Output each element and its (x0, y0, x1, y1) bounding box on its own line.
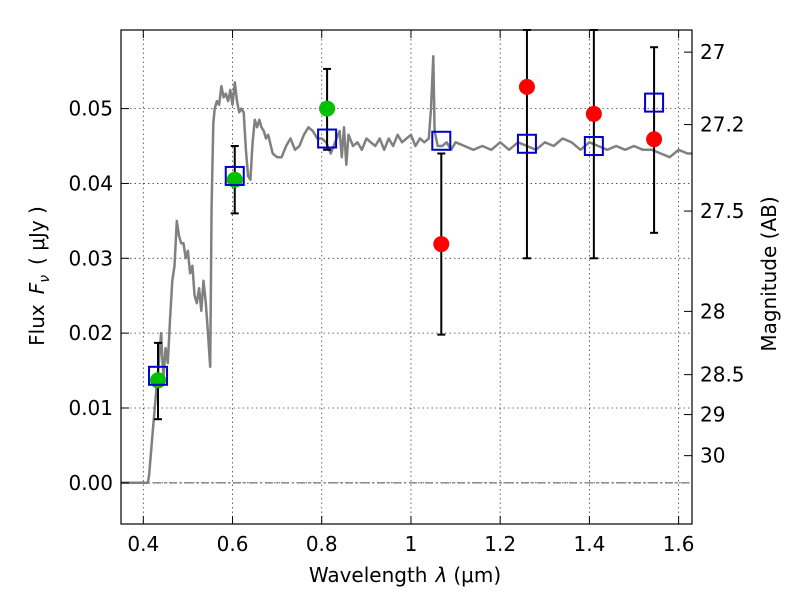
model-photometry-square (583, 136, 604, 157)
model-photometry-square (431, 130, 452, 151)
right-tick-label: 29 (700, 403, 725, 427)
x-tick-label: 1 (405, 532, 418, 556)
y-tick-label: 0.00 (68, 471, 113, 495)
observed-points (150, 78, 663, 389)
x-tick-label: 1.2 (484, 532, 516, 556)
red-observed-point (518, 78, 535, 95)
x-tick-label: 1.4 (573, 532, 605, 556)
model-photometry-square (148, 365, 169, 386)
right-tick-label: 28.5 (700, 363, 745, 387)
green-observed-point (319, 100, 336, 117)
y-tick-label: 0.01 (68, 396, 113, 420)
x-tick-label: 0.6 (217, 532, 249, 556)
x-axis-ticks: 0.4 0.6 0.8 1 1.2 1.4 1.6 (127, 30, 695, 556)
right-tick-label: 27.5 (700, 199, 745, 223)
y-axis-ticks: 0.00 0.01 0.02 0.03 0.04 0.05 (68, 97, 129, 495)
y-tick-label: 0.02 (68, 321, 113, 345)
right-axis-ticks: 27 27.2 27.5 28 28.5 29 30 (684, 40, 745, 468)
y-axis-label: FluxFν( μJy ) (25, 206, 53, 346)
plot-frame (120, 29, 693, 525)
grid-lines (121, 30, 692, 524)
x-tick-label: 0.8 (306, 532, 338, 556)
model-photometry-squares (148, 92, 665, 386)
right-tick-label: 30 (700, 444, 725, 468)
model-photometry-square (644, 92, 665, 113)
right-axis-label: Magnitude (AB) (757, 196, 781, 351)
y-tick-label: 0.04 (68, 171, 113, 195)
model-photometry-square (224, 165, 245, 186)
right-tick-label: 28 (700, 299, 725, 323)
right-tick-label: 27 (700, 40, 725, 64)
y-tick-label: 0.05 (68, 97, 113, 121)
green-observed-point (150, 372, 167, 389)
red-observed-point (585, 105, 602, 122)
right-tick-label: 27.2 (700, 113, 745, 137)
spectrum-line (121, 54, 692, 485)
red-observed-point (646, 131, 663, 148)
model-photometry-square (516, 133, 537, 154)
x-tick-label: 0.4 (127, 532, 159, 556)
x-tick-label: 1.6 (663, 532, 695, 556)
red-observed-point (433, 236, 450, 253)
green-observed-point (226, 171, 243, 188)
model-photometry-square (317, 128, 338, 149)
error-bars (154, 29, 659, 421)
x-axis-label: Wavelength λ (μm) (309, 563, 501, 587)
model-spectrum (121, 54, 692, 485)
y-tick-label: 0.03 (68, 246, 113, 270)
